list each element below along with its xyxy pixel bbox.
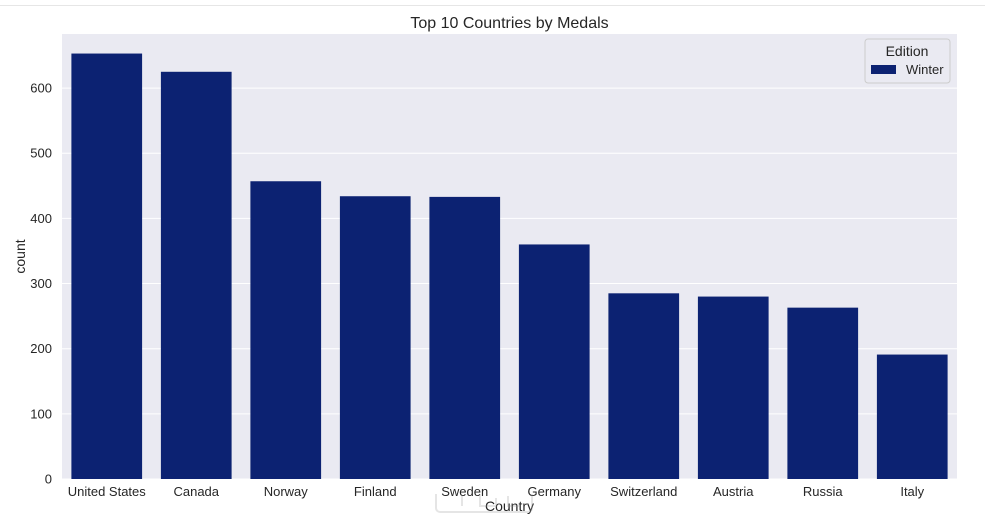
bar	[429, 196, 501, 479]
legend-swatch	[871, 65, 896, 74]
top-divider	[0, 5, 985, 6]
x-tick-label: United States	[68, 484, 147, 499]
x-tick-label: Canada	[173, 484, 219, 499]
watermark-logo	[435, 494, 533, 513]
bars	[71, 53, 948, 480]
legend: Edition Winter	[864, 38, 951, 84]
x-tick-labels: United States Canada Norway Finland Sweden Ge…	[68, 484, 925, 499]
y-axis-label: count	[12, 239, 28, 273]
bar	[876, 354, 948, 479]
bar	[787, 307, 859, 479]
legend-title: Edition	[886, 43, 929, 59]
bar	[608, 293, 680, 479]
y-tick-label: 600	[30, 81, 52, 96]
x-tick-label: Russia	[803, 484, 844, 499]
x-tick-label: Norway	[264, 484, 309, 499]
y-tick-label: 400	[30, 211, 52, 226]
bar	[518, 244, 590, 479]
bar	[697, 296, 769, 479]
x-tick-label: Germany	[528, 484, 582, 499]
y-tick-label: 300	[30, 276, 52, 291]
y-tick-label: 200	[30, 341, 52, 356]
y-tick-label: 0	[45, 472, 52, 487]
y-tick-labels: 0 100 200 300 400 500 600	[30, 81, 52, 487]
chart-title: Top 10 Countries by Medals	[410, 15, 608, 32]
x-tick-label: Italy	[900, 484, 924, 499]
y-tick-label: 100	[30, 406, 52, 421]
x-axis-label: Country	[485, 498, 534, 514]
y-tick-label: 500	[30, 146, 52, 161]
x-tick-label: Austria	[713, 484, 754, 499]
bar	[339, 196, 411, 480]
bar	[250, 181, 322, 479]
x-tick-label: Finland	[354, 484, 397, 499]
bar	[71, 53, 143, 480]
x-tick-label: Sweden	[441, 484, 488, 499]
x-tick-label: Switzerland	[610, 484, 677, 499]
bar	[160, 71, 232, 480]
legend-label-winter: Winter	[906, 62, 944, 77]
